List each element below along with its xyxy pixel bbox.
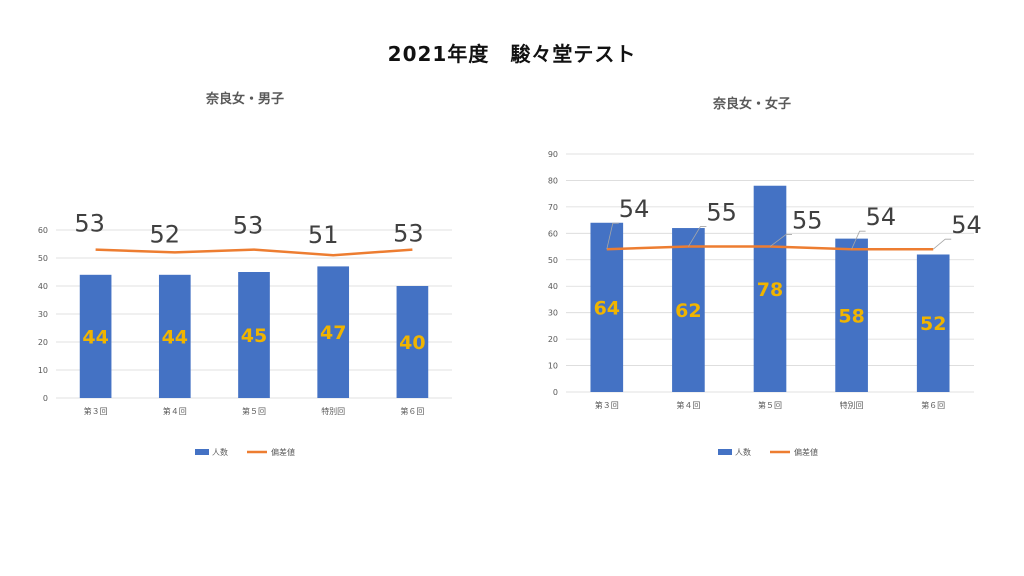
leader-line <box>769 234 792 247</box>
bar <box>835 238 868 392</box>
bar-data-label: 52 <box>920 313 946 335</box>
y-tick-label: 20 <box>38 338 48 347</box>
x-tick-label: 第５回 <box>242 406 266 416</box>
line-data-label: 55 <box>706 199 737 227</box>
y-tick-label: 90 <box>548 150 558 159</box>
bar-data-label: 62 <box>675 300 701 322</box>
x-tick-label: 第３回 <box>595 400 619 410</box>
y-tick-label: 70 <box>548 203 558 212</box>
leader-line <box>932 238 952 250</box>
y-tick-label: 50 <box>38 254 48 263</box>
y-tick-label: 40 <box>548 282 558 291</box>
bar-data-label: 44 <box>162 326 188 348</box>
bar-data-label: 58 <box>838 305 864 327</box>
bar-data-label: 78 <box>757 279 783 301</box>
line-data-label: 54 <box>619 195 650 223</box>
y-tick-label: 0 <box>553 388 558 397</box>
x-tick-label: 特別回 <box>840 400 864 410</box>
y-tick-label: 40 <box>38 282 48 291</box>
y-tick-label: 0 <box>43 394 48 403</box>
chart-title: 奈良女・男子 <box>205 91 284 107</box>
leader-line <box>851 230 866 250</box>
legend-label-line: 偏差値 <box>271 447 295 457</box>
leader-line <box>688 226 707 247</box>
bar <box>317 266 350 398</box>
x-tick-label: 第３回 <box>84 406 108 416</box>
line-data-label: 53 <box>393 220 424 248</box>
x-tick-label: 第４回 <box>163 406 187 416</box>
chart-title: 奈良女・女子 <box>712 96 791 112</box>
bar <box>79 274 112 398</box>
legend-swatch-bars <box>718 449 732 455</box>
bar <box>753 185 787 392</box>
legend-label-line: 偏差値 <box>794 447 818 457</box>
bar <box>672 228 705 392</box>
legend-label-bars: 人数 <box>212 447 228 457</box>
y-tick-label: 80 <box>548 176 558 185</box>
line-data-label: 54 <box>951 211 982 239</box>
line-data-label: 53 <box>74 210 105 238</box>
line-series <box>95 248 413 257</box>
line-data-label: 52 <box>150 220 181 248</box>
x-tick-label: 第６回 <box>921 400 945 410</box>
y-tick-label: 20 <box>548 335 558 344</box>
bar-data-label: 64 <box>594 297 620 319</box>
y-tick-label: 50 <box>548 256 558 265</box>
line-data-label: 54 <box>866 203 897 231</box>
chart-nara-boys: 奈良女・男子 0 10 20 30 40 50 60 第３回 第４回 第５回 特別回 第６回 44 44 45… <box>38 91 452 457</box>
bar <box>238 272 270 398</box>
leader-line <box>606 222 619 250</box>
y-tick-label: 60 <box>38 226 48 235</box>
bar-data-label: 40 <box>399 332 425 354</box>
x-tick-label: 第６回 <box>400 406 424 416</box>
y-tick-label: 60 <box>548 229 558 238</box>
x-tick-label: 第４回 <box>676 400 700 410</box>
bar-data-label: 44 <box>82 326 108 348</box>
y-tick-label: 10 <box>548 362 558 371</box>
bar <box>590 222 624 392</box>
y-tick-label: 10 <box>38 366 48 375</box>
y-tick-label: 30 <box>38 310 48 319</box>
line-data-label: 53 <box>233 212 264 240</box>
bar-data-label: 45 <box>241 325 267 347</box>
y-tick-label: 30 <box>548 309 558 318</box>
line-data-label: 51 <box>308 221 339 249</box>
page-title: 2021年度 駿々堂テスト <box>387 42 637 66</box>
bar <box>158 274 191 398</box>
bar <box>396 286 429 398</box>
line-data-label: 55 <box>792 207 823 235</box>
bar <box>916 254 950 392</box>
x-tick-label: 特別回 <box>321 406 345 416</box>
x-tick-label: 第５回 <box>758 400 782 410</box>
legend-swatch-bars <box>195 449 209 455</box>
bar-data-label: 47 <box>320 322 346 344</box>
legend-label-bars: 人数 <box>735 447 751 457</box>
